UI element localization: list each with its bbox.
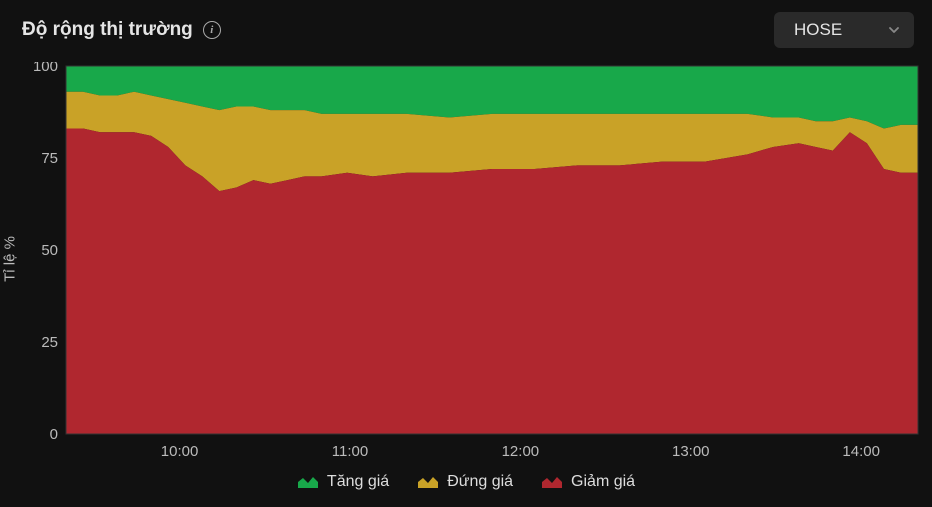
legend-swatch-icon (297, 475, 319, 489)
svg-text:11:00: 11:00 (332, 443, 368, 460)
svg-text:13:00: 13:00 (672, 443, 710, 460)
legend: Tăng giá Đứng giá Giảm giá (0, 463, 932, 507)
legend-swatch-icon (541, 475, 563, 489)
legend-item[interactable]: Tăng giá (297, 473, 389, 491)
chevron-down-icon (888, 24, 900, 36)
svg-text:10:00: 10:00 (161, 443, 199, 460)
info-icon[interactable]: i (203, 21, 221, 39)
svg-text:12:00: 12:00 (502, 443, 540, 460)
svg-text:75: 75 (41, 150, 58, 167)
legend-label: Tăng giá (327, 473, 389, 491)
info-glyph: i (210, 24, 213, 36)
exchange-selector-value: HOSE (794, 20, 842, 40)
panel-title: Độ rộng thị trường (22, 19, 193, 41)
svg-text:50: 50 (41, 242, 58, 259)
market-breadth-panel: Độ rộng thị trường i HOSE Tỉ lệ % 025507… (0, 0, 932, 507)
stacked-area-chart: 0 25 50 75 100 10:00 11:00 12:00 13:00 14:00 (8, 62, 922, 462)
legend-item[interactable]: Giảm giá (541, 473, 635, 491)
svg-text:0: 0 (50, 426, 58, 443)
exchange-selector[interactable]: HOSE (774, 12, 914, 48)
panel-header: Độ rộng thị trường i HOSE (0, 0, 932, 54)
legend-label: Giảm giá (571, 473, 635, 491)
series-decrease (66, 129, 918, 434)
svg-text:100: 100 (33, 62, 58, 75)
title-group: Độ rộng thị trường i (22, 19, 221, 41)
legend-label: Đứng giá (447, 473, 513, 491)
chart-area: Tỉ lệ % 025507510010:0011:0012:0013:0014… (0, 54, 932, 463)
legend-item[interactable]: Đứng giá (417, 473, 513, 491)
svg-text:25: 25 (41, 334, 58, 351)
legend-swatch-icon (417, 475, 439, 489)
svg-text:14:00: 14:00 (842, 443, 880, 460)
